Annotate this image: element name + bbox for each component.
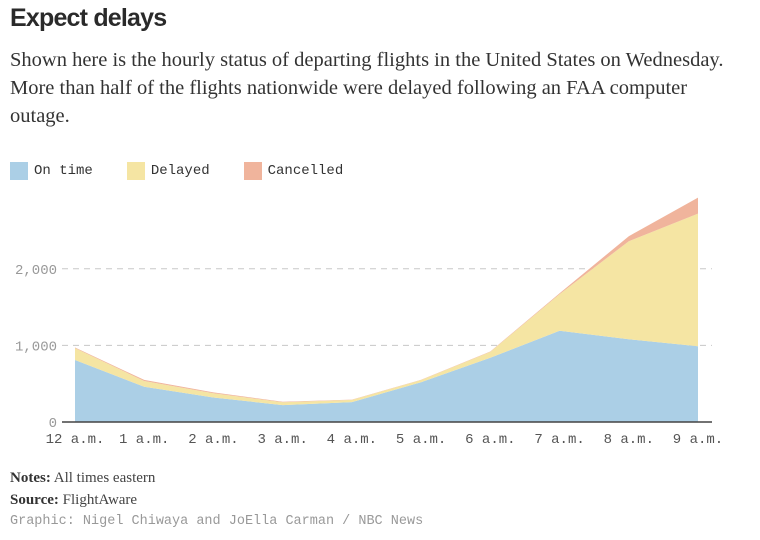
area-chart: 0 1,000 2,000 12 a.m. 1 a.m. 2 a.m. 3 a.m. 4 a… [15, 197, 724, 448]
area-on-time [75, 330, 698, 422]
legend-swatch-on-time [10, 162, 28, 180]
legend-swatch-delayed [126, 162, 145, 180]
y-axis-ticks: 0 1,000 2,000 [15, 263, 57, 432]
chart-title: Expect delays [10, 4, 167, 32]
x-tick-label: 3 a.m. [257, 432, 307, 448]
x-tick-label: 9 a.m. [673, 432, 723, 448]
x-tick-label: 4 a.m. [327, 432, 377, 448]
y-tick-label: 1,000 [15, 339, 57, 355]
legend-item-on-time: On time [10, 162, 93, 180]
source: Source: FlightAware [10, 489, 423, 511]
x-tick-label: 7 a.m. [534, 432, 584, 448]
x-axis-ticks: 12 a.m. 1 a.m. 2 a.m. 3 a.m. 4 a.m. 5 a.m. 6 a… [46, 432, 724, 448]
area-delayed [75, 213, 698, 406]
x-tick-label: 2 a.m. [188, 432, 238, 448]
x-tick-label: 6 a.m. [465, 432, 515, 448]
source-label: Source: [10, 492, 59, 508]
x-tick-label: 1 a.m. [119, 432, 169, 448]
legend-label-delayed: Delayed [150, 163, 210, 179]
x-tick-label: 8 a.m. [604, 432, 654, 448]
credit: Graphic: Nigel Chiwaya and JoElla Carman… [10, 514, 424, 529]
x-tick-label: 12 a.m. [46, 432, 105, 448]
legend-item-cancelled: Cancelled [243, 162, 344, 180]
legend-label-on-time: On time [34, 163, 93, 179]
legend-item-delayed: Delayed [126, 162, 210, 180]
footer: Notes: All times eastern Source: FlightA… [10, 467, 423, 533]
legend: On time Delayed Cancelled [10, 162, 377, 180]
source-text: FlightAware [62, 492, 138, 508]
x-tick-label: 5 a.m. [396, 432, 446, 448]
notes: Notes: All times eastern [10, 467, 423, 489]
stacked-areas [75, 197, 698, 422]
notes-text: All times eastern [53, 470, 156, 486]
chart-subtitle: Shown here is the hourly status of depar… [10, 49, 724, 127]
legend-swatch-cancelled [243, 162, 262, 180]
legend-label-cancelled: Cancelled [267, 163, 344, 179]
notes-label: Notes: [10, 470, 51, 486]
y-tick-label: 0 [49, 416, 57, 432]
y-tick-label: 2,000 [15, 263, 57, 279]
